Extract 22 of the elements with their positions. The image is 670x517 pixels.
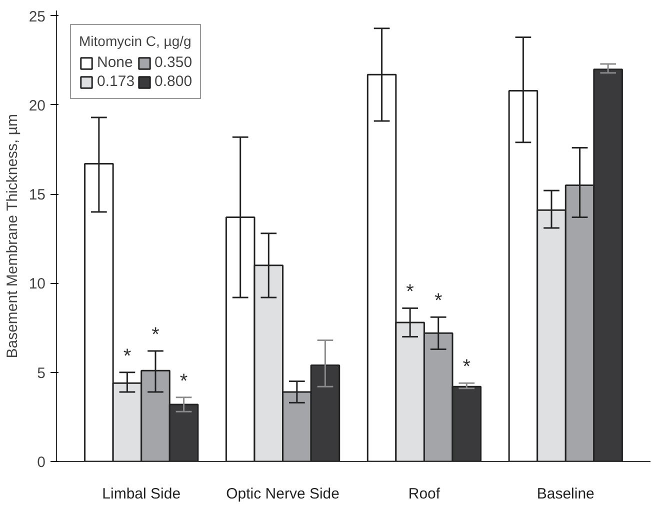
x-tick-label: Optic Nerve Side bbox=[226, 486, 340, 502]
annotation: * bbox=[462, 356, 471, 378]
legend-label: 0.350 bbox=[154, 54, 192, 71]
y-tick-label: 0 bbox=[37, 454, 46, 471]
x-tick-label: Baseline bbox=[536, 486, 594, 502]
legend-label: 0.173 bbox=[97, 73, 135, 90]
x-tick-label: Limbal Side bbox=[102, 486, 181, 502]
x-tick-label: Roof bbox=[408, 486, 441, 502]
annotation: * bbox=[123, 345, 132, 368]
legend-title: Mitomycin C, µg/g bbox=[79, 33, 192, 49]
legend-label: 0.800 bbox=[154, 73, 192, 90]
annotation: * bbox=[152, 324, 160, 346]
legend-label: None bbox=[97, 54, 133, 71]
y-axis-title: Basement Membrane Thickness, µm bbox=[4, 114, 21, 358]
y-tick-label: 25 bbox=[28, 8, 46, 26]
y-tick-label: 5 bbox=[37, 364, 46, 382]
y-tick-label: 10 bbox=[28, 276, 46, 293]
annotation: * bbox=[180, 370, 188, 392]
annotation: * bbox=[406, 281, 414, 304]
y-tick-label: 15 bbox=[28, 186, 46, 204]
annotation: * bbox=[434, 290, 442, 312]
y-tick-label: 20 bbox=[28, 97, 46, 114]
